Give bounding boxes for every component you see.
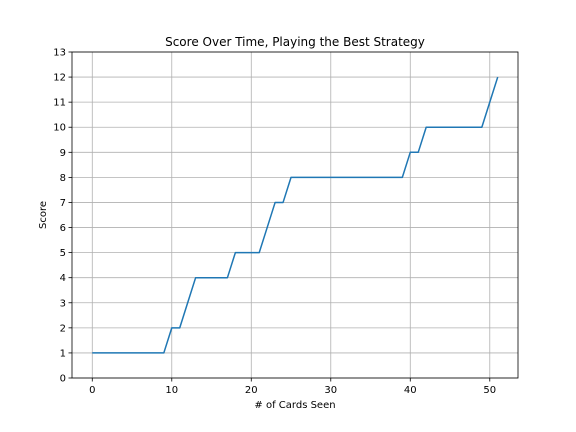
x-tick-label: 0 xyxy=(89,385,95,396)
plot-frame xyxy=(71,51,519,379)
x-tick-label: 20 xyxy=(245,385,258,396)
x-tick-label: 50 xyxy=(483,385,496,396)
x-axis-label: # of Cards Seen xyxy=(254,400,335,411)
y-tick-label: 0 xyxy=(60,374,66,385)
score-series-line xyxy=(92,76,499,354)
x-tick-label: 10 xyxy=(165,385,178,396)
y-tick-label: 1 xyxy=(60,348,66,359)
y-tick-label: 5 xyxy=(60,248,66,259)
y-tick-label: 8 xyxy=(60,173,66,184)
y-tick-label: 12 xyxy=(53,73,66,84)
y-tick-label: 3 xyxy=(60,298,66,309)
y-tick-label: 7 xyxy=(60,198,66,209)
y-tick-label: 10 xyxy=(53,123,66,134)
chart-title: Score Over Time, Playing the Best Strate… xyxy=(165,35,425,49)
y-tick-label: 9 xyxy=(60,148,66,159)
y-tick-label: 13 xyxy=(53,48,66,59)
x-tick-label: 30 xyxy=(324,385,337,396)
series-layer xyxy=(92,76,499,354)
y-tick-label: 4 xyxy=(60,273,66,284)
y-axis-label: Score xyxy=(38,201,49,229)
y-tick-label: 11 xyxy=(53,98,66,109)
x-tick-label: 40 xyxy=(404,385,417,396)
y-tick-label: 2 xyxy=(60,323,66,334)
y-tick-label: 6 xyxy=(60,223,66,234)
grid-lines xyxy=(72,51,518,379)
